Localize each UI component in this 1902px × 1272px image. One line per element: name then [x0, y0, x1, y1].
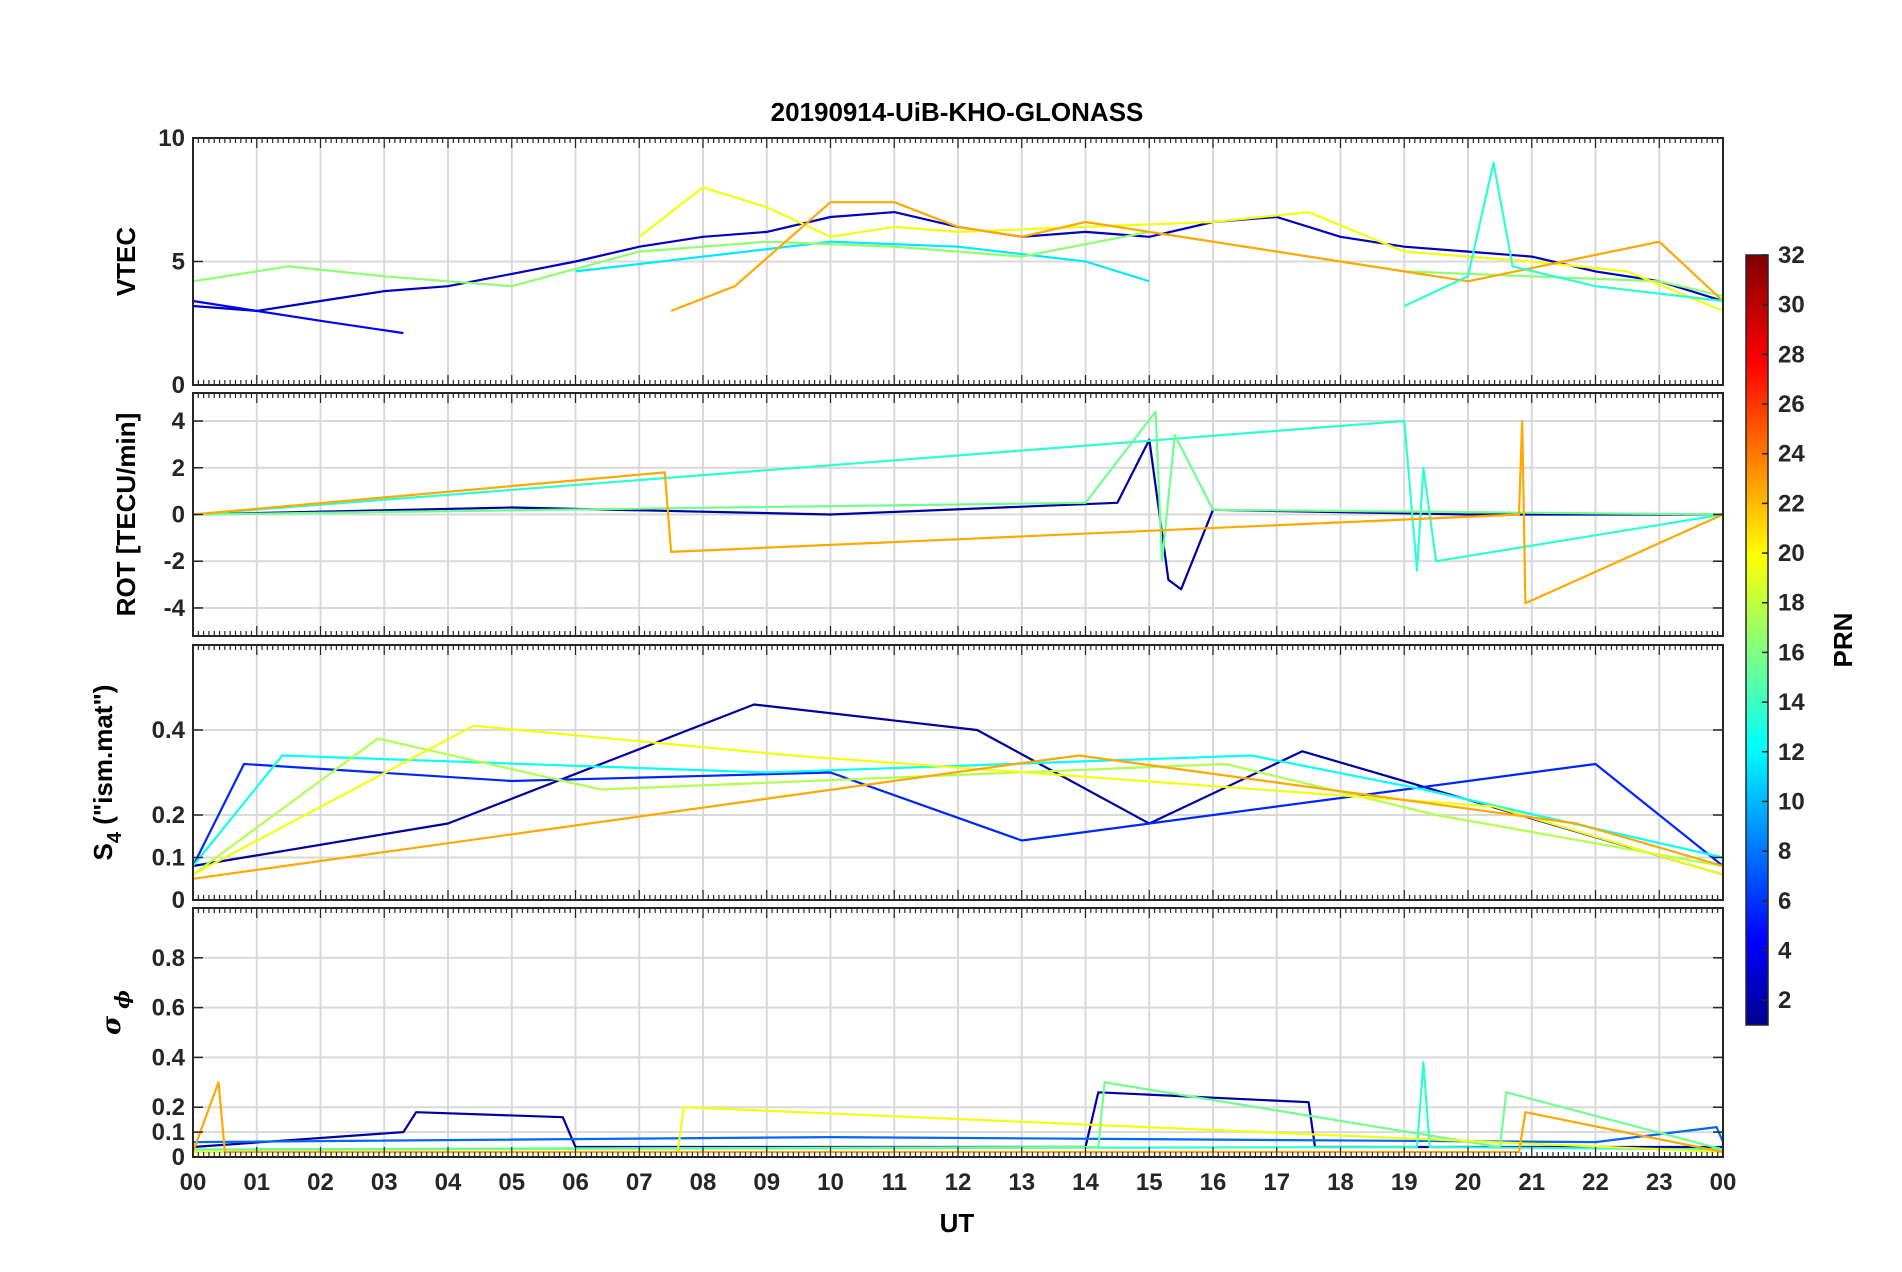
series-prn-16: [192, 410, 1724, 563]
y-tick-label: 0.6: [152, 995, 185, 1022]
y-tick-label: 0.4: [152, 1044, 186, 1071]
y-tick-label: 0.8: [152, 945, 185, 972]
y-tick-label: 0: [172, 1144, 185, 1171]
colorbar-tick-label: 28: [1778, 341, 1805, 368]
colorbar-tick-label: 22: [1778, 490, 1805, 517]
series-prn-12: [575, 240, 1150, 283]
x-tick-label: 01: [243, 1169, 270, 1196]
colorbar-tick-label: 2: [1778, 987, 1791, 1014]
y-axis-label: ROT [TECU/min]: [111, 413, 141, 617]
y-tick-label: 0: [172, 502, 185, 529]
series-prn-14: [1403, 161, 1724, 307]
series-prn-6: [192, 762, 1724, 867]
colorbar-tick-label: 14: [1778, 689, 1805, 716]
panel-s4: 0 0.1 0.2 0.4 S4 ("ism.mat"): [88, 644, 1724, 914]
x-tick-label: 15: [1136, 1169, 1163, 1196]
colorbar-tick-label: 12: [1778, 739, 1805, 766]
chart-title: 20190914-UiB-KHO-GLONASS: [771, 97, 1144, 127]
y-tick-label: 10: [158, 125, 185, 152]
y-tick-label: 4: [172, 408, 186, 435]
series-prn-23: [191, 1081, 1724, 1154]
x-tick-label: 05: [498, 1169, 525, 1196]
y-tick-label: 0.1: [152, 845, 185, 872]
series-prn-17: [192, 230, 1724, 298]
series-prn-23: [192, 419, 1724, 605]
x-tick-label: 00: [180, 1169, 207, 1196]
x-tick-label: 14: [1072, 1169, 1099, 1196]
x-tick-labels: 00 01 02 03 04 05 06 07 08 09 10 11 12 13 14 15 16 17 18 19…: [180, 1169, 1737, 1196]
colorbar-tick-label: 20: [1778, 540, 1805, 567]
colorbar-tick-label: 10: [1778, 788, 1805, 815]
x-tick-label: 12: [945, 1169, 972, 1196]
y-tick-label: -4: [164, 595, 186, 622]
colorbar-tick-label: 18: [1778, 590, 1805, 617]
x-axis-label: UT: [940, 1208, 975, 1238]
axes-box: [192, 137, 1724, 386]
colorbar-bar: [1745, 254, 1769, 1026]
colorbar-tick-label: 16: [1778, 639, 1805, 666]
x-tick-label: 08: [690, 1169, 717, 1196]
y-axis-label: VTEC: [111, 227, 141, 297]
y-axis-label: σ ϕ: [97, 990, 134, 1035]
x-tick-label: 09: [753, 1169, 780, 1196]
axes-box: [192, 644, 1724, 901]
x-tick-label: 07: [626, 1169, 653, 1196]
colorbar-tick-label: 4: [1778, 937, 1792, 964]
y-tick-label: 0.2: [152, 802, 185, 829]
x-tick-label: 19: [1391, 1169, 1418, 1196]
series-prn-23: [192, 754, 1724, 880]
colorbar-tick-label: 30: [1778, 292, 1805, 319]
colorbar-label: PRN: [1828, 613, 1858, 668]
y-tick-label: 0.1: [152, 1119, 185, 1146]
x-tick-label: 16: [1200, 1169, 1227, 1196]
x-tick-label: 11: [882, 1169, 907, 1196]
x-tick-label: 18: [1327, 1169, 1354, 1196]
x-tick-label: 23: [1646, 1169, 1673, 1196]
y-axis-label: S4 ("ism.mat"): [88, 685, 126, 861]
y-tick-label: 0: [172, 372, 185, 399]
colorbar-tick-label: 8: [1778, 838, 1791, 865]
x-tick-label: 04: [435, 1169, 462, 1196]
x-tick-label: 21: [1518, 1169, 1545, 1196]
colorbar-tick-label: 6: [1778, 888, 1791, 915]
series-prn-2: [192, 703, 1724, 876]
colorbar-tick-label: 24: [1778, 441, 1805, 468]
x-tick-label: 20: [1455, 1169, 1482, 1196]
x-tick-label: 10: [817, 1169, 844, 1196]
x-tick-label: 17: [1263, 1169, 1290, 1196]
series-prn-23: [670, 201, 1724, 312]
x-tick-label: 03: [371, 1169, 398, 1196]
x-tick-label: 02: [307, 1169, 334, 1196]
axes-box: [192, 907, 1724, 1158]
series-prn-20: [192, 724, 1724, 876]
colorbar-tick-label: 26: [1778, 391, 1805, 418]
series-prn-16: [192, 1081, 1724, 1151]
panel-sigma_phi: 00.10.2 0.4 0.6 0.8 σ ϕ: [97, 907, 1725, 1171]
y-tick-label: 0.2: [152, 1094, 185, 1121]
x-tick-label: 13: [1008, 1169, 1035, 1196]
series-prn-20: [638, 186, 1724, 312]
x-tick-label: 22: [1582, 1169, 1609, 1196]
series-prn-5: [192, 299, 404, 335]
y-tick-label: -2: [164, 548, 185, 575]
panel-rot: -4 -2 0 2 4 ROT [TECU/min]: [111, 392, 1724, 637]
x-tick-label: 00: [1710, 1169, 1737, 1196]
y-tick-label: 0: [172, 887, 185, 914]
colorbar-tick-label: 32: [1778, 242, 1805, 269]
y-tick-label: 0.4: [152, 717, 186, 744]
x-tick-label: 06: [562, 1169, 589, 1196]
panel-vtec: 0 5 10 VTEC: [111, 125, 1724, 399]
y-tick-label: 5: [172, 249, 185, 276]
series-prn-18: [192, 737, 1724, 876]
y-tick-label: 2: [172, 455, 185, 482]
axes-box: [192, 392, 1724, 637]
